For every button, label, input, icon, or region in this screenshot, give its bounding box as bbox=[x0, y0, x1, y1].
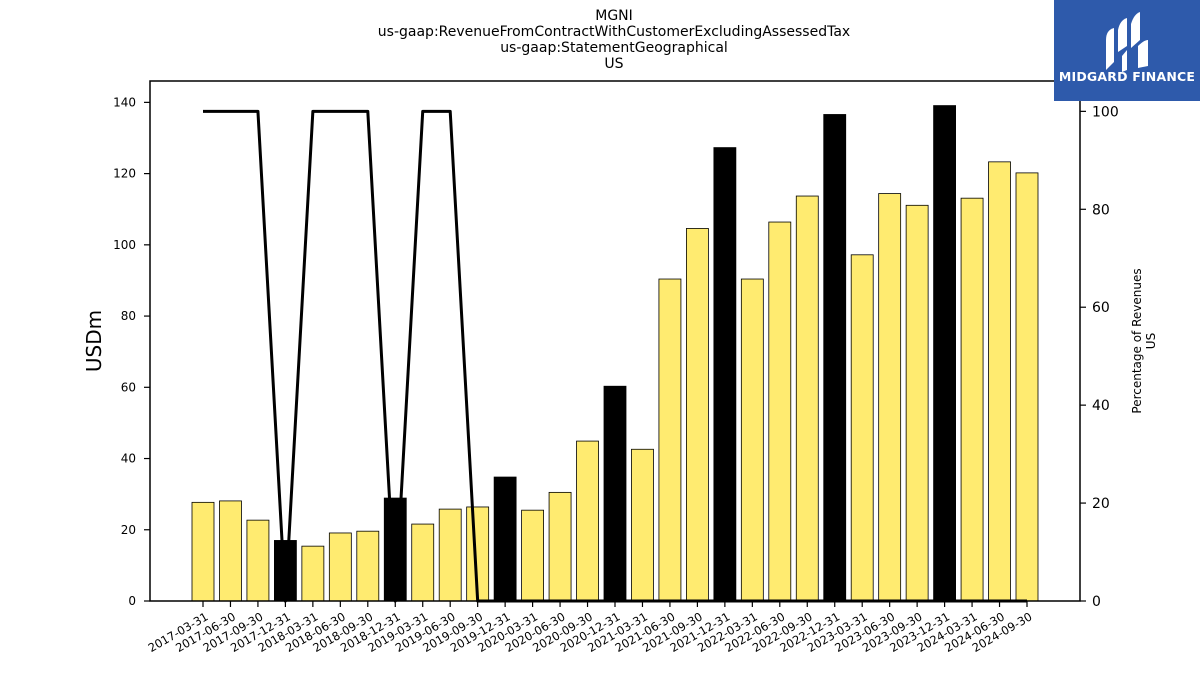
bar-2017-03-31 bbox=[191, 501, 215, 602]
right-tick-label: 100 bbox=[1092, 104, 1119, 120]
right-tick-label: 60 bbox=[1092, 300, 1110, 316]
right-tick-label: 20 bbox=[1092, 496, 1110, 512]
bar-2023-06-30 bbox=[878, 193, 902, 602]
bar-2020-06-30 bbox=[548, 491, 572, 602]
bar-2023-09-30 bbox=[905, 204, 929, 602]
chart-subtitle-member: US bbox=[604, 56, 623, 72]
left-tick-label: 0 bbox=[128, 594, 136, 608]
bar-2022-09-30 bbox=[795, 195, 819, 602]
y-axis-label-right-line1: Percentage of Revenues bbox=[1130, 268, 1144, 413]
bar-2019-03-31 bbox=[411, 523, 435, 602]
bar-2020-09-30 bbox=[576, 440, 599, 602]
y-axis-label-right: Percentage of Revenues US bbox=[1130, 268, 1158, 413]
left-tick-label: 140 bbox=[113, 95, 136, 109]
bar-2018-06-30 bbox=[328, 532, 352, 602]
bar-2017-09-30 bbox=[246, 519, 270, 602]
chart-title: MGNI bbox=[595, 8, 633, 24]
left-tick-label: 100 bbox=[113, 238, 136, 252]
bar-2018-03-31 bbox=[301, 545, 325, 602]
bar-2024-03-31 bbox=[960, 197, 984, 602]
right-tick-label: 40 bbox=[1092, 398, 1110, 414]
bar-2024-09-30 bbox=[1015, 172, 1039, 602]
bar-2021-09-30 bbox=[686, 228, 709, 602]
chart-subtitle-concept: us-gaap:RevenueFromContractWithCustomerE… bbox=[378, 24, 850, 40]
bar-2021-12-31 bbox=[713, 147, 737, 602]
bar-2017-06-30 bbox=[219, 500, 242, 602]
y-axis-label-right-line2: US bbox=[1144, 333, 1158, 349]
left-tick-label: 60 bbox=[121, 380, 136, 394]
chart-subtitle-axis: us-gaap:StatementGeographical bbox=[500, 40, 728, 56]
chart-titles: MGNI us-gaap:RevenueFromContractWithCust… bbox=[378, 8, 850, 72]
y-axis-label-left: USDm bbox=[82, 310, 106, 372]
bar-2023-03-31 bbox=[850, 254, 874, 602]
bar-2018-09-30 bbox=[356, 530, 380, 602]
left-tick-label: 40 bbox=[121, 452, 136, 466]
left-tick-label: 20 bbox=[121, 523, 136, 537]
left-tick-label: 120 bbox=[113, 167, 136, 181]
bar-2019-12-31 bbox=[493, 476, 517, 602]
bar-2020-03-31 bbox=[521, 509, 544, 602]
bar-2022-03-31 bbox=[740, 278, 764, 602]
bar-2023-12-31 bbox=[933, 105, 956, 602]
bar-2021-06-30 bbox=[658, 278, 682, 602]
right-tick-label: 0 bbox=[1092, 594, 1101, 610]
right-axis: 0 20 40 60 80 100 bbox=[1080, 104, 1119, 610]
bar-2019-06-30 bbox=[438, 508, 462, 602]
left-tick-label: 80 bbox=[121, 309, 136, 323]
logo-text: MIDGARD FINANCE bbox=[1059, 69, 1195, 84]
midgard-m-logo-icon bbox=[1106, 12, 1148, 72]
bar-2022-12-31 bbox=[823, 114, 847, 602]
left-axis: 0 20 40 60 80 100 120 140 bbox=[113, 95, 150, 608]
bar-2021-03-31 bbox=[631, 448, 654, 602]
bar-2022-06-30 bbox=[768, 221, 792, 602]
bar-2024-06-30 bbox=[988, 161, 1011, 602]
bar-2020-12-31 bbox=[603, 385, 627, 602]
midgard-finance-logo: MIDGARD FINANCE bbox=[1054, 0, 1200, 101]
x-axis: 2017-03-312017-06-302017-09-302017-12-31… bbox=[146, 601, 1035, 655]
right-tick-label: 80 bbox=[1092, 202, 1110, 218]
bar-series bbox=[191, 105, 1039, 602]
